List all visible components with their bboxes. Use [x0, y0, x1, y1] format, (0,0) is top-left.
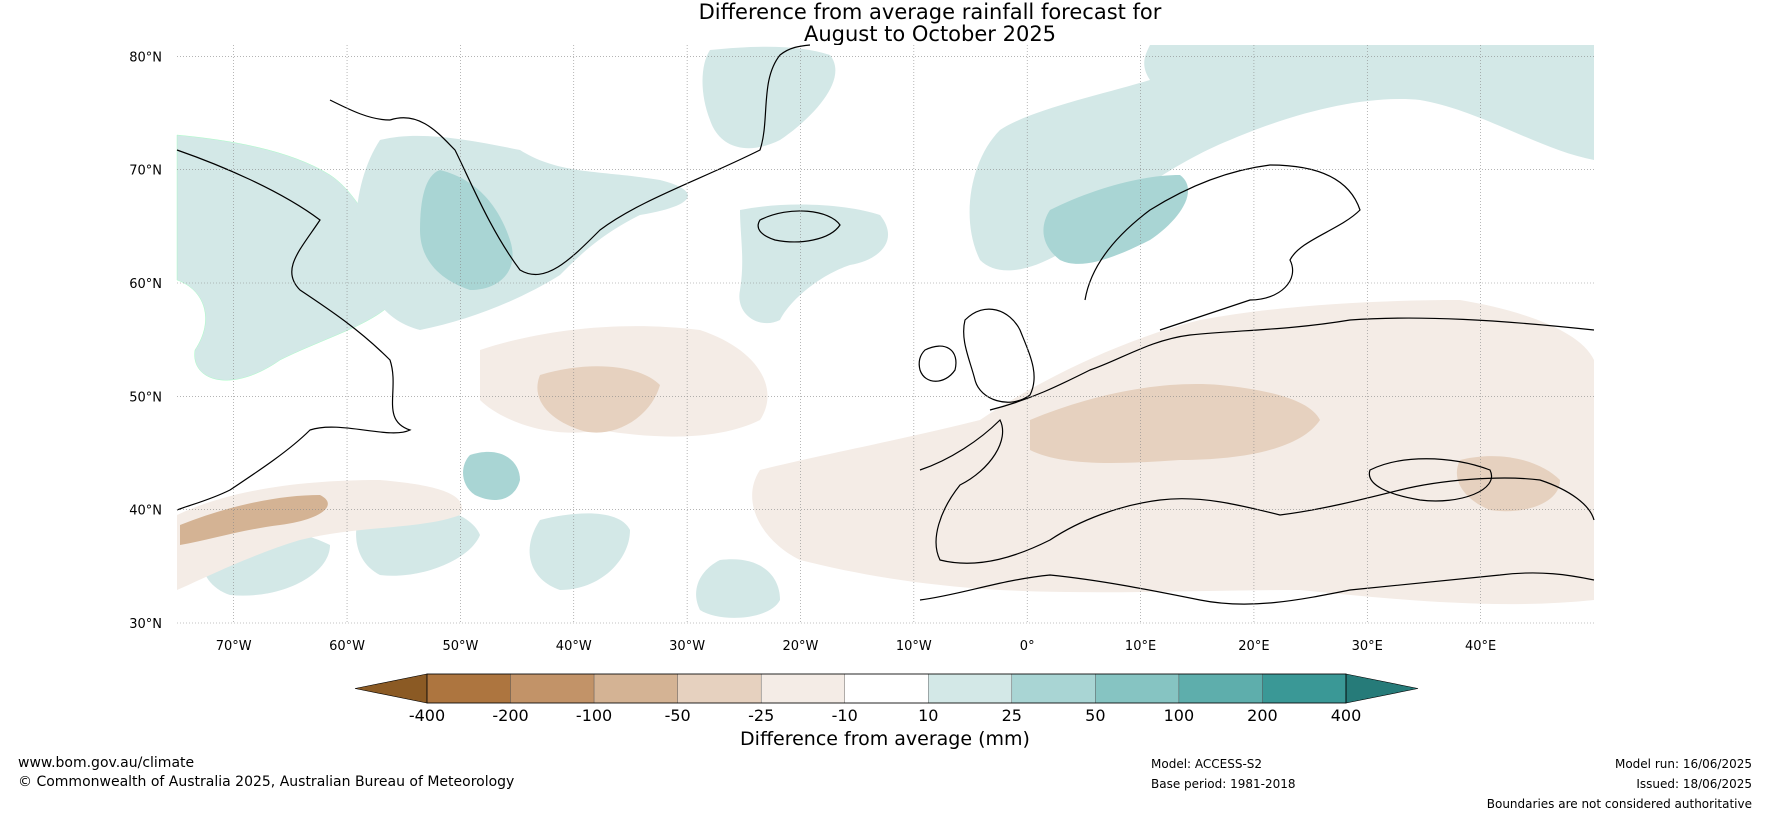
dry-region-w-atlantic-core [180, 495, 328, 545]
lon-label: 60°W [329, 639, 365, 654]
lat-label: 50°N [129, 390, 162, 405]
colorbar-extend-low [354, 673, 428, 704]
coastline-black-sea [1368, 458, 1493, 502]
wet-region-atlantic-core [463, 451, 520, 500]
colorbar-segment [928, 673, 1013, 704]
colorbar-segment [1011, 673, 1096, 704]
colorbar-tick-label: 10 [918, 706, 938, 725]
dry-region-central-europe [1030, 384, 1320, 463]
colorbar-segment [677, 673, 762, 704]
wet-region-atlantic-s2 [529, 513, 630, 590]
coastline-scandinavia [1084, 164, 1361, 331]
colorbar-segment [1178, 673, 1263, 704]
coastline-canada [176, 149, 412, 511]
coastline-iceland [757, 210, 841, 243]
latitude-labels: 80°N 70°N 60°N 50°N 40°N 30°N [129, 50, 162, 632]
colorbar-tick-label: 50 [1085, 706, 1105, 725]
lat-label: 30°N [129, 617, 162, 632]
lon-label: 50°W [442, 639, 478, 654]
colorbar-tick-label: 100 [1164, 706, 1195, 725]
map-title-line-2: August to October 2025 [803, 22, 1057, 46]
footer-model-run: Model run: 16/06/2025 [1614, 757, 1752, 771]
coastline-mediterranean-n [919, 418, 1595, 564]
footer-copyright: © Commonwealth of Australia 2025, Austra… [18, 774, 515, 790]
colorbar-segment [1262, 673, 1347, 704]
colorbar-tick-label: -50 [665, 706, 691, 725]
wet-region-arctic-norway [969, 45, 1594, 271]
colorbar-segment [1095, 673, 1180, 704]
coastline-europe-north [989, 317, 1595, 411]
lon-label: 40°W [556, 639, 592, 654]
longitude-labels: 70°W 60°W 50°W 40°W 30°W 20°W 10°W 0° 10°E 20°E 30… [216, 639, 1497, 654]
colorbar-tick-label: 25 [1002, 706, 1022, 725]
footer-issued: Issued: 18/06/2025 [1636, 777, 1752, 791]
map-plot-area [176, 44, 1595, 624]
colorbar-segment [593, 673, 678, 704]
wet-region-greenland-core [420, 170, 513, 290]
footer-base-period: Base period: 1981-2018 [1151, 777, 1296, 791]
colorbar-tick-label: 200 [1247, 706, 1278, 725]
lon-label: 20°W [783, 639, 819, 654]
lon-label: 10°E [1125, 639, 1156, 654]
lon-label: 10°W [896, 639, 932, 654]
lon-label: 70°W [216, 639, 252, 654]
footer-website[interactable]: www.bom.gov.au/climate [18, 755, 195, 771]
coastline-greenland [389, 44, 811, 276]
wet-region-norway-core [1043, 175, 1189, 264]
colorbar-tick-label: -100 [576, 706, 612, 725]
footer-disclaimer: Boundaries are not considered authoritat… [1486, 797, 1752, 811]
colorbar-title: Difference from average (mm) [740, 728, 1030, 750]
coastline-north-africa [919, 572, 1595, 605]
lon-label: 20°E [1238, 639, 1269, 654]
colorbar-tick-label: -400 [409, 706, 445, 725]
colorbar-tick-label: -200 [492, 706, 528, 725]
dry-region-black-sea [1456, 456, 1560, 512]
map-title-line-1: Difference from average rainfall forecas… [698, 0, 1162, 24]
lon-label: 40°E [1465, 639, 1496, 654]
colorbar-segment [426, 673, 511, 704]
lat-label: 60°N [129, 277, 162, 292]
colorbar: -400 -200 -100 -50 -25 -10 10 25 50 100 200 400 [354, 673, 1419, 725]
anomaly-shading [176, 45, 1594, 618]
lat-label: 70°N [129, 164, 162, 179]
footer-model: Model: ACCESS-S2 [1151, 757, 1263, 771]
wet-region-greenland-sea [702, 46, 836, 149]
colorbar-segment [510, 673, 595, 704]
wet-region-labrador [176, 134, 401, 381]
wet-region-atlantic-s3 [696, 559, 780, 618]
colorbar-segment [760, 673, 845, 704]
wet-region-iceland [739, 204, 889, 324]
lon-label: 0° [1020, 639, 1035, 654]
coastlines [176, 44, 1595, 605]
lat-label: 80°N [129, 50, 162, 65]
coastline-britain [963, 308, 1035, 403]
colorbar-tick-label: -10 [832, 706, 858, 725]
coastline-ireland [918, 345, 957, 382]
dry-region-atlantic-core [537, 366, 660, 433]
colorbar-frame [426, 673, 1347, 704]
lat-label: 40°N [129, 504, 162, 519]
colorbar-segment [844, 673, 929, 704]
colorbar-tick-label: 400 [1331, 706, 1362, 725]
lon-label: 30°W [669, 639, 705, 654]
gridlines [177, 45, 1594, 624]
coastline-greenland-n [329, 99, 391, 121]
lon-label: 30°E [1352, 639, 1383, 654]
colorbar-extend-high [1345, 673, 1419, 704]
colorbar-tick-label: -25 [748, 706, 774, 725]
